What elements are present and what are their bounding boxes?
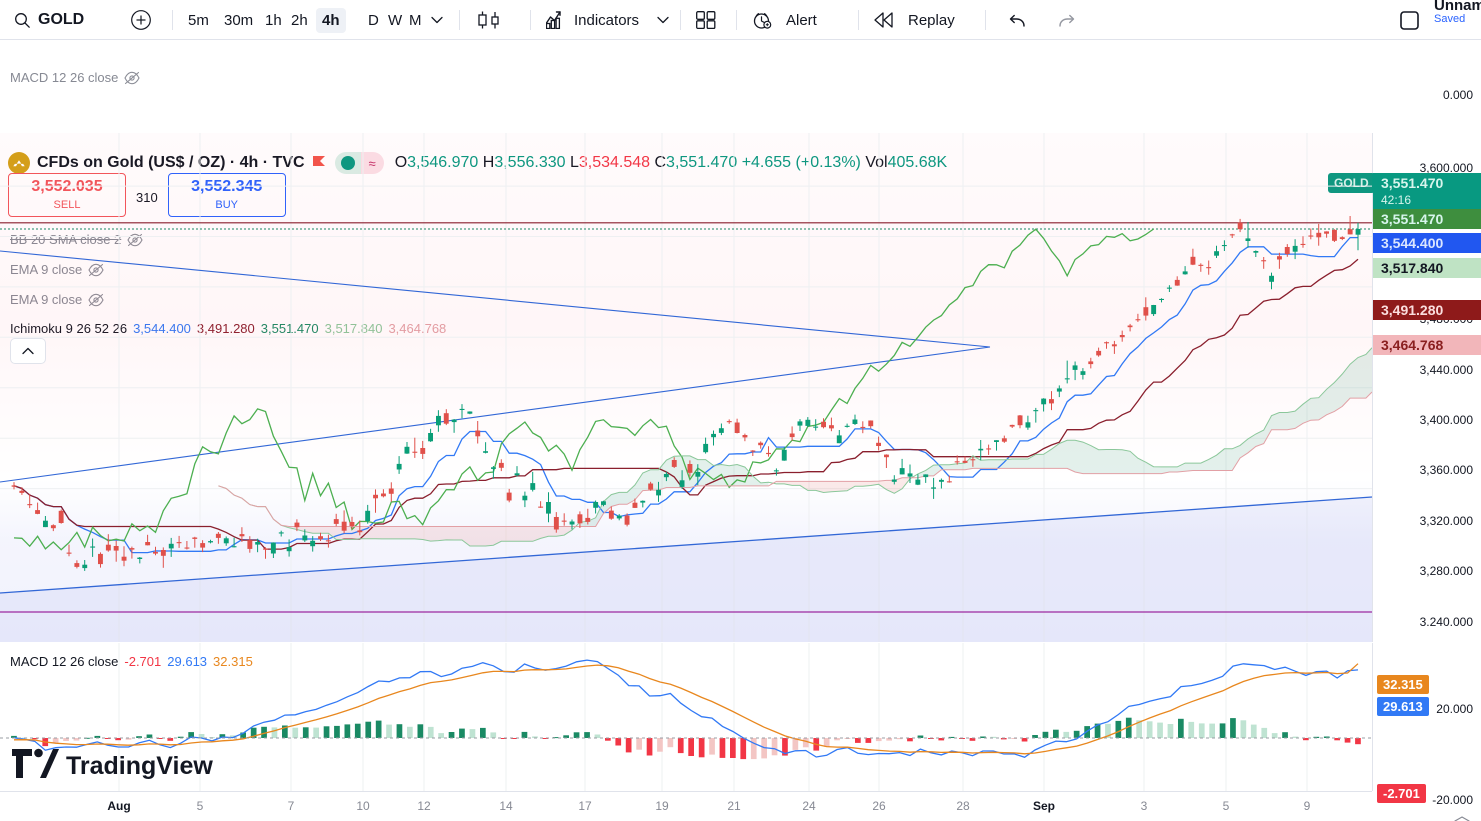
svg-text:TradingView: TradingView bbox=[66, 752, 213, 780]
